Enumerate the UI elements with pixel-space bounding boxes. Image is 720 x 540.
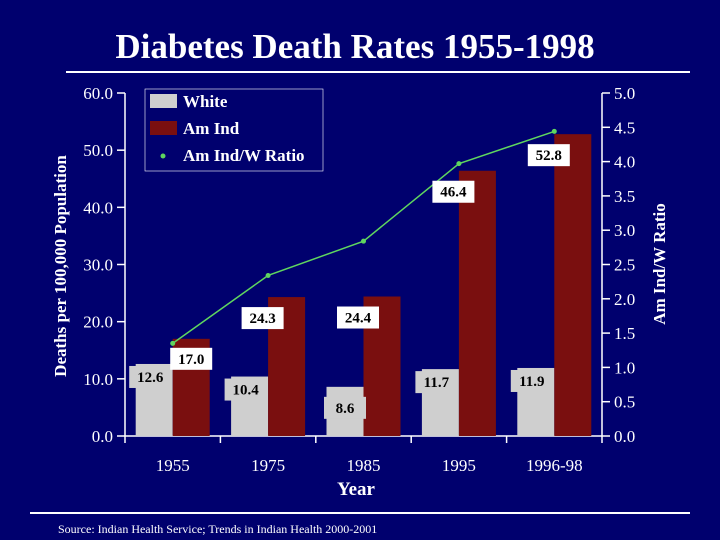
x-tick-label: 1955 [156,456,190,475]
x-tick-label: 1995 [442,456,476,475]
bar-am-ind [554,134,592,436]
y-tick-label: 60.0 [83,84,113,103]
y2-axis-title: Am Ind/W Ratio [650,203,669,325]
label-box-white [324,396,366,419]
y-tick-label: 10.0 [83,370,113,389]
data-label-am-ind: 52.8 [536,148,562,164]
y-tick-label: 50.0 [83,141,113,160]
data-label-am-ind: 46.4 [440,185,467,201]
legend-marker-ratio [160,153,166,159]
y2-tick-label: 5.0 [614,84,635,103]
data-label-white: 8.6 [336,401,355,417]
y2-tick-label: 4.0 [614,153,635,172]
x-tick-label: 1975 [251,456,285,475]
y2-tick-label: 0.5 [614,393,635,412]
data-labels: 12.6 17.0 10.4 24.3 8.6 24.4 11.7 46.4 11.9 52.8 [129,144,570,419]
y2-tick-label: 3.5 [614,187,635,206]
data-label-am-ind: 24.3 [249,311,275,327]
label-box-white [129,365,172,388]
legend-label-white: White [183,92,228,111]
ratio-line [170,128,557,346]
label-box-white [415,371,458,394]
ratio-point [551,128,557,134]
y2-tick-label: 2.0 [614,290,635,309]
data-label-white: 11.7 [424,375,450,391]
source-note: Source: Indian Health Service; Trends in… [58,522,377,536]
y2-tick-label: 4.5 [614,118,635,137]
data-label-am-ind: 17.0 [178,352,204,368]
y-tick-label: 40.0 [83,198,113,217]
y2-tick-label: 1.5 [614,324,635,343]
ratio-point [361,238,366,244]
data-label-white: 12.6 [137,370,164,386]
legend-label-am-ind: Am Ind [183,119,240,138]
label-box-am-ind [337,306,379,329]
label-box-white [224,378,267,401]
y2-tick-label: 2.5 [614,256,635,275]
y-tick-label: 30.0 [83,256,113,275]
y-tick-label: 20.0 [83,313,113,332]
label-box-am-ind [527,144,570,167]
legend-swatch-white [150,94,177,108]
label-box-am-ind [241,307,284,330]
data-label-white: 11.9 [519,374,544,390]
label-box-white [510,369,553,392]
bar-am-ind [458,170,496,436]
ratio-point [456,161,462,167]
chart-title: Diabetes Death Rates 1955-1998 [115,27,594,66]
ratio-point [265,272,271,278]
y-tick-label: 0.0 [92,427,113,446]
x-axis-title: Year [337,479,376,500]
y2-tick-label: 3.0 [614,221,635,240]
legend-swatch-am-ind [150,121,177,135]
x-tick-label: 1985 [347,456,381,475]
y2-tick-label: 1.0 [614,358,635,377]
legend: White Am Ind Am Ind/W Ratio [144,88,324,172]
ratio-point [170,340,176,346]
y2-tick-label: 0.0 [614,427,635,446]
label-box-am-ind [170,347,213,370]
legend-label-ratio: Am Ind/W Ratio [183,146,305,165]
data-label-am-ind: 24.4 [345,311,372,327]
x-tick-label: 1996-98 [526,456,583,475]
data-label-white: 10.4 [232,383,259,399]
label-box-am-ind [432,180,475,203]
y-axis-title: Deaths per 100,000 Population [51,155,70,377]
axes: 0.0 10.0 20.0 30.0 40.0 50.0 60.0 0.0 0.5 1.0 1.5 2… [83,84,635,475]
